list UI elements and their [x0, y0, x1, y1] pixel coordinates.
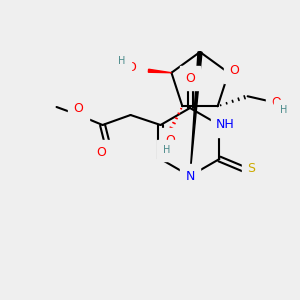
Text: O: O	[230, 64, 239, 77]
Text: O: O	[185, 71, 195, 85]
Text: O: O	[272, 96, 282, 109]
Text: H: H	[118, 56, 125, 66]
Text: H: H	[280, 105, 287, 115]
Text: NH: NH	[216, 118, 235, 131]
Polygon shape	[148, 69, 172, 73]
Text: H: H	[163, 145, 170, 155]
Polygon shape	[190, 52, 202, 176]
Text: O: O	[97, 146, 106, 158]
Text: N: N	[185, 169, 195, 182]
Text: O: O	[74, 103, 83, 116]
Text: S: S	[248, 163, 255, 176]
Text: O: O	[165, 134, 175, 147]
Text: O: O	[127, 61, 136, 74]
